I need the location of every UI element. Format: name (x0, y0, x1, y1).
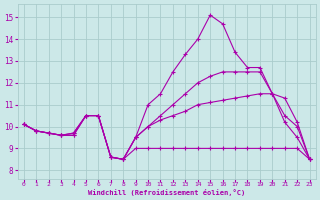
X-axis label: Windchill (Refroidissement éolien,°C): Windchill (Refroidissement éolien,°C) (88, 189, 245, 196)
